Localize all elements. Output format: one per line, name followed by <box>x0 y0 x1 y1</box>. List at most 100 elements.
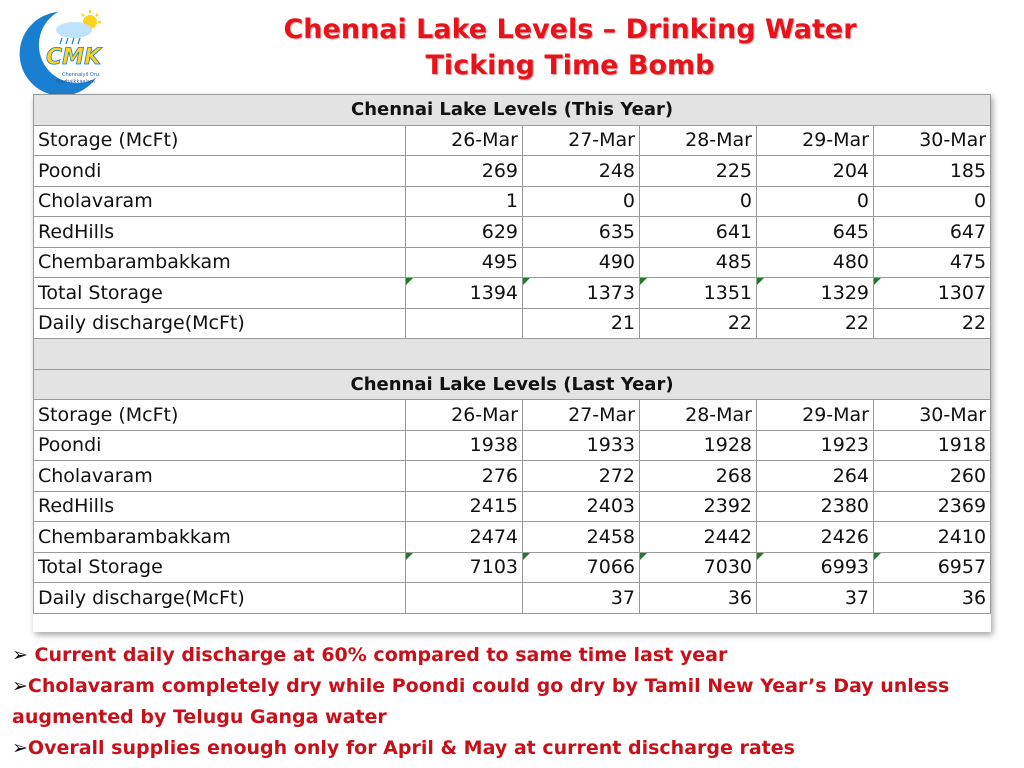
row-label: Poondi <box>33 429 406 461</box>
bullet-item: ➢Cholavaram completely dry while Poondi … <box>12 675 950 728</box>
column-header: 26-Mar <box>405 399 523 431</box>
table-cell: 36 <box>639 582 757 614</box>
row-label: Cholavaram <box>33 460 406 492</box>
table-row: Poondi 269 248 225 204 185 <box>33 155 992 187</box>
table-cell: 1329 <box>756 277 874 309</box>
table-cell: 1351 <box>639 277 757 309</box>
table-cell: 1307 <box>872 277 992 309</box>
table-cell: 2392 <box>639 490 757 522</box>
row-label: Chembarambakkam <box>33 246 406 278</box>
table-cell: 2426 <box>756 521 874 553</box>
bullet-arrow-icon: ➢ <box>12 737 28 759</box>
table-cell: 2410 <box>872 521 992 553</box>
table-row: Poondi 1938 1933 1928 1923 1918 <box>33 429 992 461</box>
table-cell: 21 <box>522 307 640 339</box>
table-row: Cholavaram 276 272 268 264 260 <box>33 460 992 492</box>
table-cell: 490 <box>522 246 640 278</box>
column-header: 28-Mar <box>639 399 757 431</box>
row-label: RedHills <box>33 216 406 248</box>
table-cell: 1 <box>405 185 523 217</box>
table-cell: 0 <box>872 185 992 217</box>
row-label: RedHills <box>33 490 406 522</box>
row-label: Cholavaram <box>33 185 406 217</box>
table-cell: 204 <box>756 155 874 187</box>
table-cell: 635 <box>522 216 640 248</box>
table-cell: 641 <box>639 216 757 248</box>
table-cell: 7103 <box>405 551 523 583</box>
column-header: 27-Mar <box>522 124 640 156</box>
table-cell: 22 <box>872 307 992 339</box>
row-label: Chembarambakkam <box>33 521 406 553</box>
table-row: Chembarambakkam 495 490 485 480 475 <box>33 246 992 278</box>
table-row: Daily discharge(McFt) 37 36 37 36 <box>33 582 992 614</box>
table-cell: 6957 <box>872 551 992 583</box>
table-cell: 276 <box>405 460 523 492</box>
table-cell: 2369 <box>872 490 992 522</box>
table-cell: 0 <box>756 185 874 217</box>
table-cell: 629 <box>405 216 523 248</box>
section-heading: Chennai Lake Levels (This Year) <box>32 94 992 126</box>
table-cell: 485 <box>639 246 757 278</box>
column-header: Storage (McFt) <box>33 124 406 156</box>
table-cell: 7066 <box>522 551 640 583</box>
lake-levels-body: Chennai Lake Levels (This Year) Storage (… <box>32 94 992 614</box>
table-cell <box>405 582 523 614</box>
table-row: RedHills 629 635 641 645 647 <box>33 216 992 248</box>
column-header: Storage (McFt) <box>33 399 406 431</box>
column-header: 30-Mar <box>872 399 992 431</box>
title-line-2: Ticking Time Bomb <box>425 50 715 81</box>
separator-row <box>32 338 992 370</box>
column-header: 29-Mar <box>756 124 874 156</box>
table-row: Chembarambakkam 2474 2458 2442 2426 2410 <box>33 521 992 553</box>
table-cell: 37 <box>756 582 874 614</box>
table-cell: 225 <box>639 155 757 187</box>
table-cell: 2380 <box>756 490 874 522</box>
lake-levels-tables: Chennai Lake Levels (This Year) Storage (… <box>32 94 992 632</box>
table-row: Cholavaram 1 0 0 0 0 <box>33 185 992 217</box>
slide-title: Chennai Lake Levels – Drinking Water Tic… <box>150 12 990 84</box>
column-header: 28-Mar <box>639 124 757 156</box>
bullet-item: ➢Overall supplies enough only for April … <box>12 737 795 759</box>
table-cell: 185 <box>872 155 992 187</box>
table-cell: 22 <box>756 307 874 339</box>
separator-cell <box>32 338 992 370</box>
table-cell: 1938 <box>405 429 523 461</box>
row-label: Daily discharge(McFt) <box>33 307 406 339</box>
table-cell: 264 <box>756 460 874 492</box>
table-cell: 6993 <box>756 551 874 583</box>
table-cell: 268 <box>639 460 757 492</box>
column-header-row: Storage (McFt) 26-Mar 27-Mar 28-Mar 29-Mar 30… <box>33 399 992 431</box>
section-heading-row: Chennai Lake Levels (This Year) <box>32 94 992 126</box>
row-label: Total Storage <box>33 277 406 309</box>
table-cell: 0 <box>639 185 757 217</box>
row-label: Poondi <box>33 155 406 187</box>
svg-text:CMK: CMK <box>46 45 103 70</box>
table-cell: 0 <box>522 185 640 217</box>
table-cell: 269 <box>405 155 523 187</box>
table-cell: 1928 <box>639 429 757 461</box>
table-cell: 37 <box>522 582 640 614</box>
table-cell: 248 <box>522 155 640 187</box>
table-cell: 2474 <box>405 521 523 553</box>
table-cell: 1373 <box>522 277 640 309</box>
table-cell: 2403 <box>522 490 640 522</box>
table-cell: 260 <box>872 460 992 492</box>
table-cell: 7030 <box>639 551 757 583</box>
column-header: 30-Mar <box>872 124 992 156</box>
table-cell: 1933 <box>522 429 640 461</box>
column-header-row: Storage (McFt) 26-Mar 27-Mar 28-Mar 29-Mar 30… <box>33 124 992 156</box>
table-cell: 2458 <box>522 521 640 553</box>
table-cell: 1918 <box>872 429 992 461</box>
table-cell: 2442 <box>639 521 757 553</box>
section-heading-row: Chennai Lake Levels (Last Year) <box>32 368 992 400</box>
row-label: Total Storage <box>33 551 406 583</box>
table-cell: 1923 <box>756 429 874 461</box>
table-cell: 1394 <box>405 277 523 309</box>
bullet-arrow-icon: ➢ <box>12 675 28 697</box>
bullet-list: ➢ Current daily discharge at 60% compare… <box>12 640 1012 764</box>
bullet-item: ➢ Current daily discharge at 60% compare… <box>12 644 728 666</box>
table-row: Total Storage 1394 1373 1351 1329 1307 <box>33 277 992 309</box>
table-cell: 647 <box>872 216 992 248</box>
table-cell: 272 <box>522 460 640 492</box>
table-cell: 22 <box>639 307 757 339</box>
